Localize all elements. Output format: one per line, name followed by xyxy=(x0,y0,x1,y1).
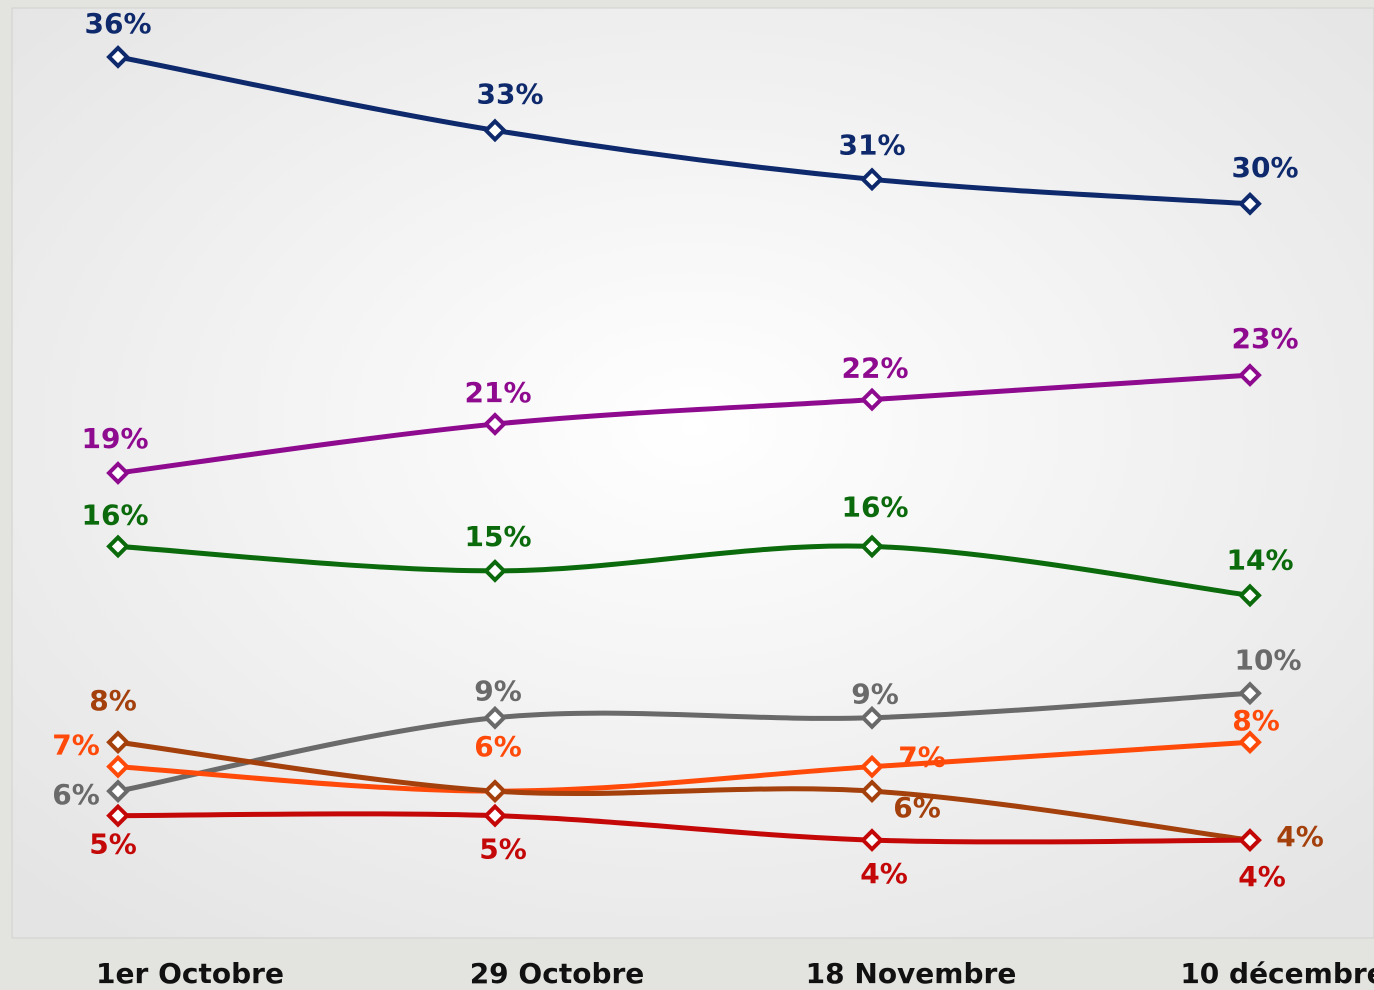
data-label: 6% xyxy=(474,730,522,763)
data-label: 33% xyxy=(476,77,543,110)
point-marker xyxy=(483,559,507,583)
plot-area xyxy=(11,7,1374,939)
data-label: 6% xyxy=(893,791,941,824)
data-label: 5% xyxy=(479,833,527,866)
data-label: 22% xyxy=(841,352,908,385)
x-tick-label: 18 Novembre xyxy=(806,957,1017,990)
series-line xyxy=(117,739,1251,843)
point-marker xyxy=(1238,681,1262,706)
point-marker xyxy=(1238,730,1262,755)
point-marker xyxy=(1238,583,1262,608)
point-marker xyxy=(860,779,884,803)
point-marker xyxy=(483,412,507,436)
point-marker xyxy=(106,461,130,485)
data-label: 15% xyxy=(464,520,531,553)
point-marker xyxy=(860,754,884,779)
data-label: 5% xyxy=(89,828,137,861)
x-tick-label: 29 Octobre xyxy=(470,957,645,990)
point-marker xyxy=(860,167,884,192)
point-marker xyxy=(1238,828,1262,852)
point-marker xyxy=(483,803,507,828)
data-label: 19% xyxy=(81,422,148,455)
data-label: 30% xyxy=(1231,151,1298,184)
data-label: 7% xyxy=(898,741,946,774)
data-label: 31% xyxy=(838,128,905,161)
data-label: 16% xyxy=(81,498,148,531)
data-label: 7% xyxy=(52,729,100,762)
point-marker xyxy=(106,45,130,69)
data-label: 8% xyxy=(1232,704,1280,737)
x-tick-label: 1er Octobre xyxy=(96,957,284,990)
point-marker xyxy=(106,779,130,803)
point-marker xyxy=(483,118,507,143)
point-marker xyxy=(106,803,130,828)
point-marker xyxy=(860,387,884,412)
series-line xyxy=(117,54,1251,207)
point-marker xyxy=(1238,191,1262,216)
point-marker xyxy=(483,779,507,803)
data-label: 21% xyxy=(464,376,531,409)
data-label: 4% xyxy=(1276,820,1324,853)
data-label: 4% xyxy=(860,857,908,890)
series-line xyxy=(117,372,1251,476)
point-marker xyxy=(106,730,130,755)
data-label: 9% xyxy=(851,678,899,711)
point-marker xyxy=(860,534,884,559)
data-label: 4% xyxy=(1238,860,1286,893)
series-line xyxy=(117,811,1251,845)
point-marker xyxy=(860,705,884,730)
series-line xyxy=(117,690,1251,794)
x-tick-label: 10 décembre xyxy=(1180,957,1374,990)
data-label: 14% xyxy=(1226,543,1293,576)
point-marker xyxy=(106,534,130,559)
data-label: 6% xyxy=(52,778,100,811)
data-label: 23% xyxy=(1231,322,1298,355)
data-label: 9% xyxy=(474,675,522,708)
data-label: 36% xyxy=(84,7,151,40)
point-marker xyxy=(106,754,130,779)
point-marker xyxy=(860,828,884,852)
data-label: 16% xyxy=(841,490,908,523)
series-line xyxy=(117,739,1251,794)
point-marker xyxy=(483,705,507,730)
series-line xyxy=(117,543,1251,598)
point-marker xyxy=(1238,363,1262,387)
data-label: 8% xyxy=(89,684,137,717)
data-label: 10% xyxy=(1234,643,1301,676)
